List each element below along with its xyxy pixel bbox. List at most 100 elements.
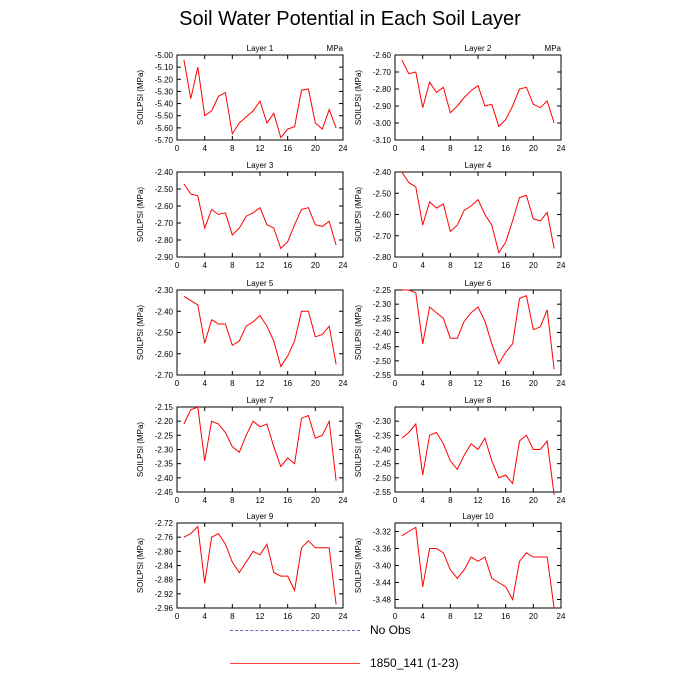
y-tick-label: -2.60 bbox=[155, 202, 174, 211]
y-tick-label: -2.88 bbox=[155, 576, 174, 585]
y-tick-label: -2.92 bbox=[155, 590, 174, 599]
y-axis-label: SOILPSI (MPa) bbox=[136, 70, 145, 125]
panel-layer-9: Layer 9 -2.72 -2.76 -2.80 -2.84 -2.88 -2.92 -2.… bbox=[136, 512, 348, 621]
panel-title: Layer 3 bbox=[247, 161, 274, 170]
y-tick-label: -2.30 bbox=[155, 286, 174, 295]
x-tick-label: 16 bbox=[501, 379, 510, 388]
y-tick-label: -2.35 bbox=[155, 460, 174, 469]
x-tick-label: 8 bbox=[448, 379, 453, 388]
y-tick-label: -3.40 bbox=[373, 562, 392, 571]
y-tick-label: -2.50 bbox=[373, 189, 392, 198]
y-tick-label: -5.20 bbox=[155, 75, 174, 84]
y-tick-label: -2.40 bbox=[373, 329, 392, 338]
series-line bbox=[401, 526, 555, 609]
y-tick-label: -2.70 bbox=[373, 232, 392, 241]
y-tick-label: -5.40 bbox=[155, 100, 174, 109]
y-tick-label: -2.20 bbox=[155, 417, 174, 426]
panel-layer-1: Layer 1 MPa -5.00 -5.10 -5.20 -5.30 -5.40 -5.50… bbox=[136, 44, 348, 153]
plot-frame bbox=[176, 522, 344, 609]
legend-item-no-obs: No Obs bbox=[230, 622, 530, 638]
series-line bbox=[401, 171, 555, 255]
y-tick-label: -2.50 bbox=[373, 357, 392, 366]
x-tick-label: 24 bbox=[557, 261, 566, 270]
series-line bbox=[401, 289, 555, 370]
panel-title: Layer 7 bbox=[247, 396, 274, 405]
x-tick-label: 20 bbox=[529, 144, 538, 153]
panel-title: Layer 6 bbox=[465, 279, 492, 288]
y-tick-label: -2.30 bbox=[373, 300, 392, 309]
x-tick-label: 24 bbox=[557, 379, 566, 388]
series-line bbox=[183, 183, 337, 250]
y-tick-label: -3.10 bbox=[373, 136, 392, 145]
y-tick-label: -2.76 bbox=[155, 533, 174, 542]
x-tick-label: 0 bbox=[175, 496, 180, 505]
x-tick-label: 20 bbox=[311, 496, 320, 505]
y-axis-label: SOILPSI (MPa) bbox=[136, 422, 145, 477]
x-tick-label: 8 bbox=[230, 144, 235, 153]
x-tick-label: 20 bbox=[529, 379, 538, 388]
series-line bbox=[183, 295, 337, 368]
panel-layer-8: Layer 8 -2.30 -2.35 -2.40 -2.45 -2.50 -2.550 4 8… bbox=[354, 396, 566, 505]
legend-label-model: 1850_141 (1-23) bbox=[370, 656, 459, 670]
legend-line-solid bbox=[230, 663, 360, 664]
x-tick-label: 20 bbox=[311, 379, 320, 388]
series-line bbox=[183, 406, 337, 481]
x-tick-label: 0 bbox=[393, 496, 398, 505]
panel-layer-5: Layer 5 -2.30 -2.40 -2.50 -2.60 -2.700 4 8 12 16 2… bbox=[136, 279, 348, 388]
x-tick-label: 24 bbox=[557, 496, 566, 505]
x-tick-label: 0 bbox=[175, 612, 180, 621]
y-tick-label: -3.36 bbox=[373, 545, 392, 554]
series-line bbox=[183, 525, 337, 605]
x-tick-label: 8 bbox=[448, 496, 453, 505]
x-tick-label: 4 bbox=[420, 144, 425, 153]
y-tick-label: -3.00 bbox=[373, 119, 392, 128]
x-tick-label: 8 bbox=[230, 379, 235, 388]
x-tick-label: 0 bbox=[393, 612, 398, 621]
x-tick-label: 20 bbox=[311, 261, 320, 270]
x-tick-label: 20 bbox=[311, 144, 320, 153]
x-tick-label: 12 bbox=[256, 144, 265, 153]
y-tick-label: -2.45 bbox=[373, 343, 392, 352]
panel-title: Layer 5 bbox=[247, 279, 274, 288]
legend-label-no-obs: No Obs bbox=[370, 623, 411, 637]
y-tick-label: -2.55 bbox=[373, 371, 392, 380]
y-tick-label: -2.50 bbox=[155, 329, 174, 338]
x-tick-label: 16 bbox=[283, 144, 292, 153]
y-tick-label: -2.35 bbox=[373, 431, 392, 440]
x-tick-label: 16 bbox=[283, 496, 292, 505]
x-tick-label: 12 bbox=[474, 612, 483, 621]
x-tick-label: 4 bbox=[202, 144, 207, 153]
x-tick-label: 20 bbox=[529, 261, 538, 270]
y-tick-label: -2.60 bbox=[373, 211, 392, 220]
y-tick-label: -2.72 bbox=[155, 519, 174, 528]
y-tick-label: -2.40 bbox=[373, 446, 392, 455]
x-tick-label: 12 bbox=[474, 379, 483, 388]
plot-frame bbox=[394, 54, 562, 141]
series-line bbox=[183, 59, 337, 139]
y-tick-label: -2.40 bbox=[373, 168, 392, 177]
panel-layer-6: Layer 6 -2.25 -2.30 -2.35 -2.40 -2.45 -2.50 -2.… bbox=[354, 279, 566, 388]
x-tick-label: 12 bbox=[474, 496, 483, 505]
x-tick-label: 0 bbox=[393, 261, 398, 270]
x-tick-label: 24 bbox=[339, 261, 348, 270]
y-tick-label: -2.25 bbox=[155, 431, 174, 440]
x-tick-label: 16 bbox=[501, 612, 510, 621]
series-line bbox=[401, 59, 555, 128]
panel-title: Layer 4 bbox=[465, 161, 492, 170]
y-axis-label: SOILPSI (MPa) bbox=[354, 70, 363, 125]
x-tick-label: 12 bbox=[256, 261, 265, 270]
y-tick-label: -2.70 bbox=[373, 68, 392, 77]
x-tick-label: 4 bbox=[202, 612, 207, 621]
x-tick-label: 8 bbox=[448, 612, 453, 621]
y-axis-label: SOILPSI (MPa) bbox=[136, 305, 145, 360]
x-tick-label: 8 bbox=[230, 261, 235, 270]
y-tick-label: -5.70 bbox=[155, 136, 174, 145]
x-tick-label: 4 bbox=[420, 261, 425, 270]
y-tick-label: -2.30 bbox=[155, 446, 174, 455]
y-axis-label: SOILPSI (MPa) bbox=[354, 538, 363, 593]
x-tick-label: 8 bbox=[448, 144, 453, 153]
y-tick-label: -2.80 bbox=[373, 253, 392, 262]
y-tick-label: -2.40 bbox=[155, 168, 174, 177]
y-axis-label: SOILPSI (MPa) bbox=[354, 187, 363, 242]
y-tick-label: -2.40 bbox=[155, 307, 174, 316]
